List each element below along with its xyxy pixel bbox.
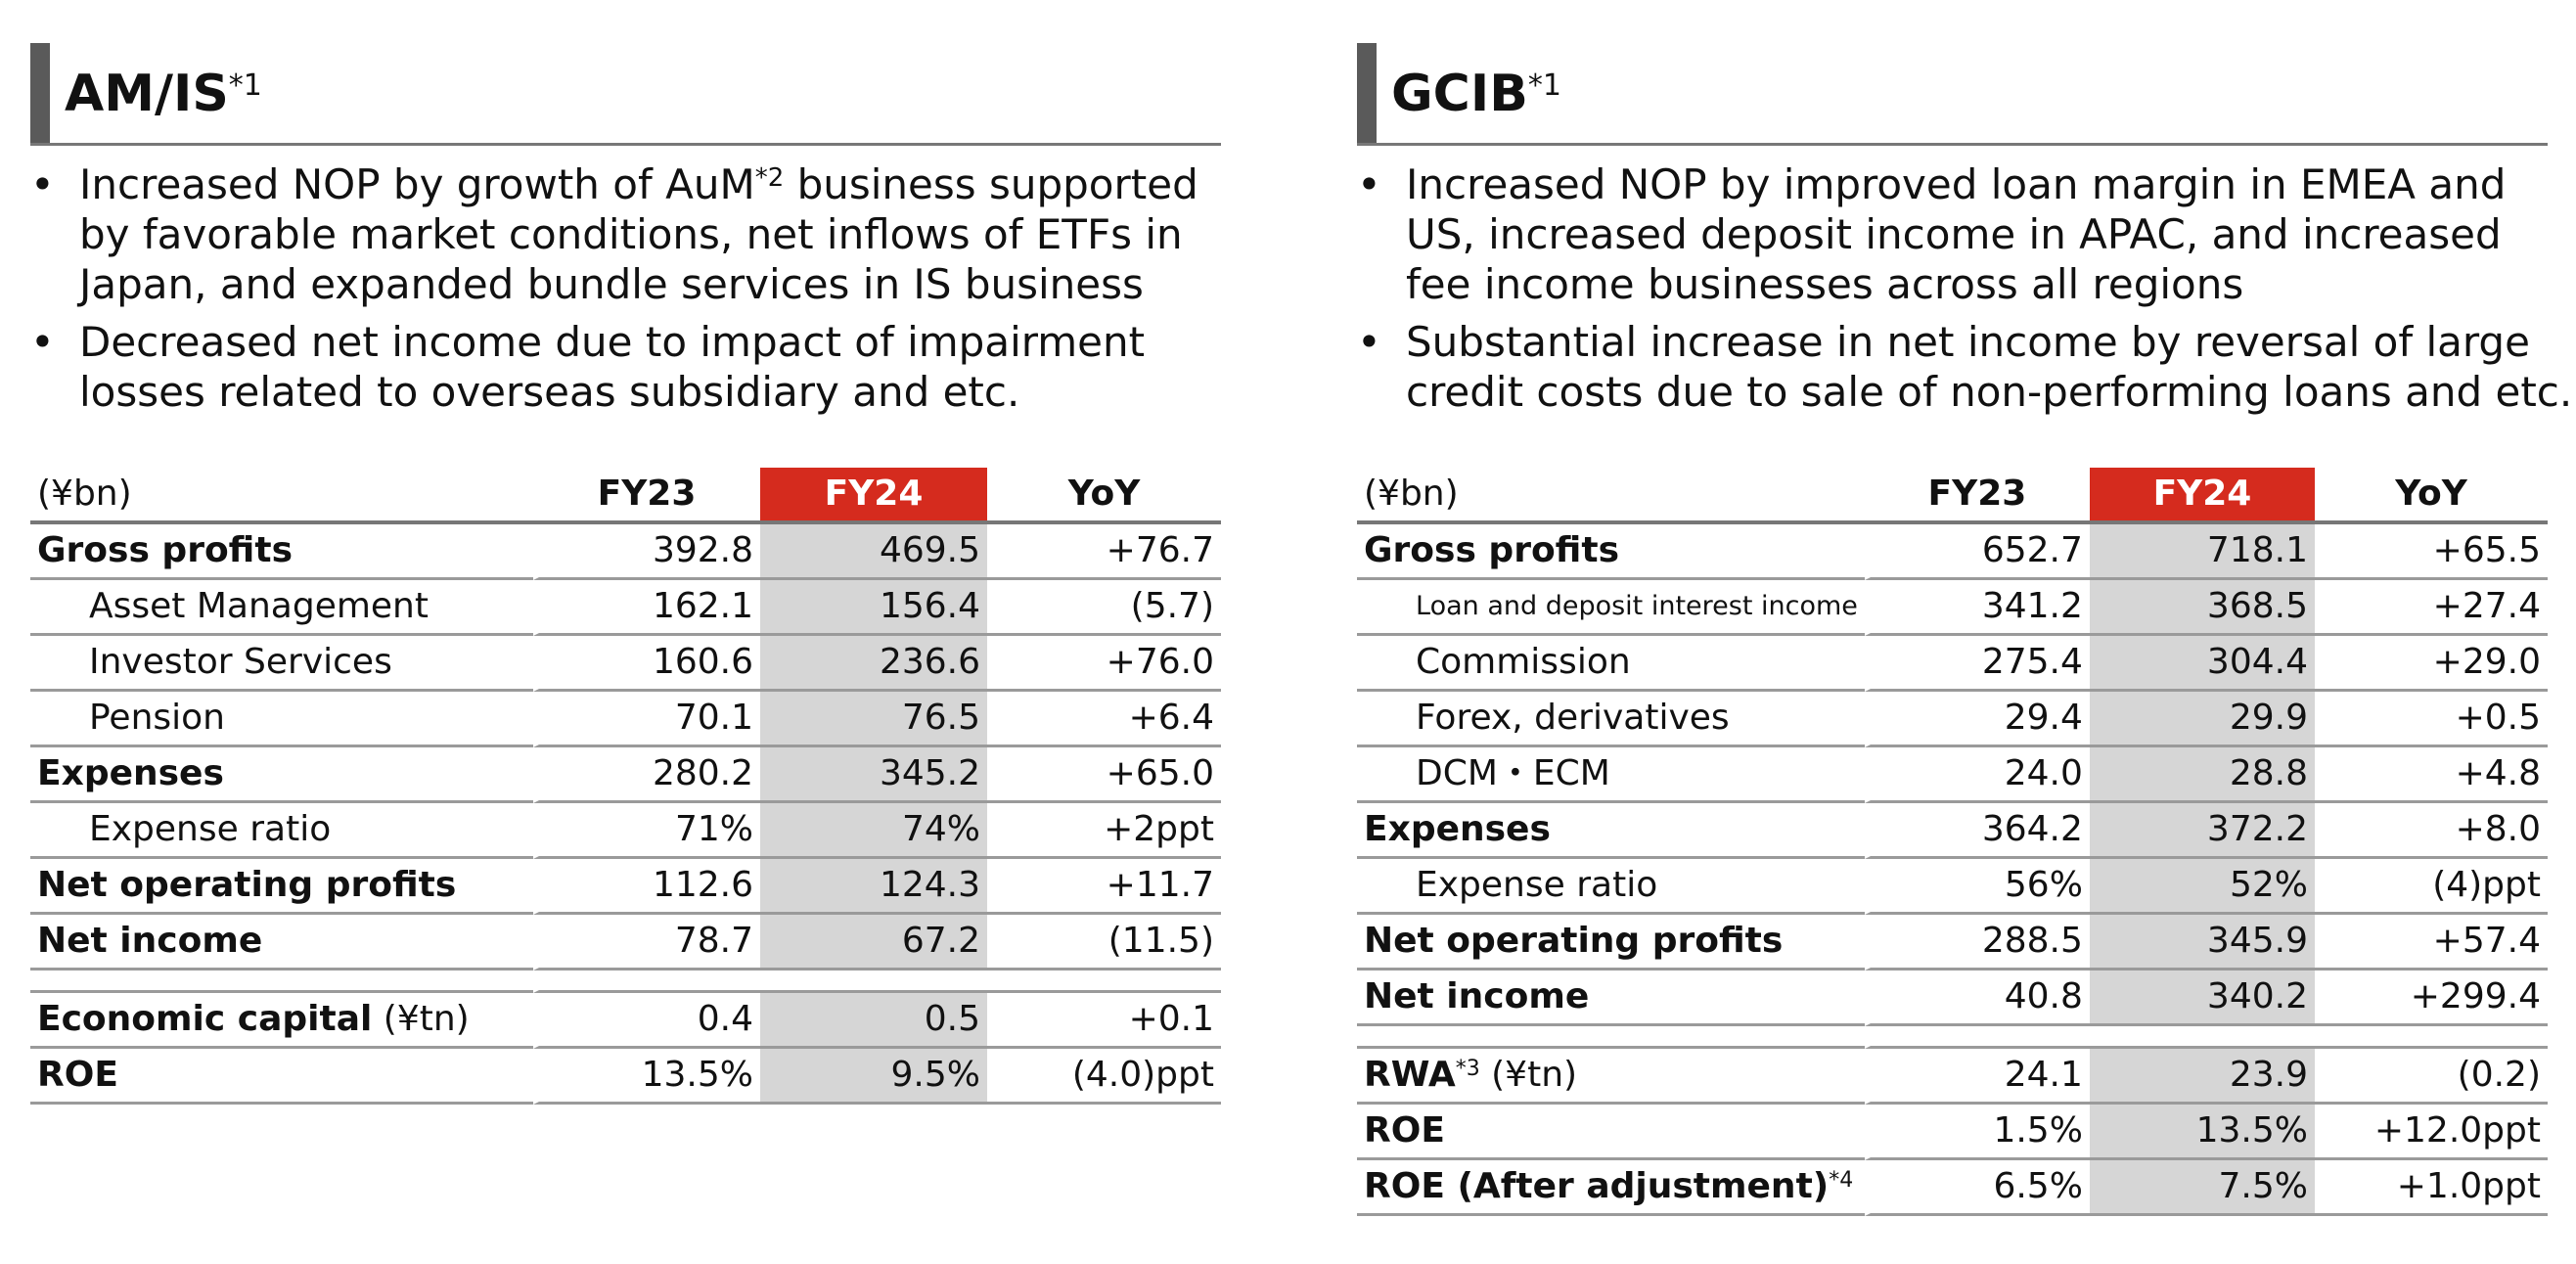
table-header-row: (¥bn) FY23 FY24 YoY — [30, 468, 1221, 524]
table-row: DCM・ECM 24.0 28.8 +4.8 — [1357, 747, 2548, 803]
table-row: Forex, derivatives 29.4 29.9 +0.5 — [1357, 692, 2548, 747]
table-row: Net operating profits 112.6 124.3 +11.7 — [30, 859, 1221, 915]
financials-table: (¥bn) FY23 FY24 YoY Gross profits 392.8 … — [30, 468, 1221, 1105]
bullet-item: • Decreased net income due to impact of … — [30, 318, 1146, 416]
unit-label: (¥bn) — [1357, 468, 1865, 524]
table-row: Expenses 364.2 372.2 +8.0 — [1357, 803, 2548, 859]
header-accent-bar — [1357, 43, 1377, 143]
bullet-icon: • — [30, 160, 55, 208]
col-fy23: FY23 — [533, 468, 760, 524]
summary-bullets: • Increased NOP by improved loan margin … — [1357, 159, 2573, 417]
table-row: RWA*3 (¥tn) 24.1 23.9 (0.2) — [1357, 1049, 2548, 1105]
financials-table: (¥bn) FY23 FY24 YoY Gross profits 652.7 … — [1357, 468, 2548, 1216]
am-is-panel: AM/IS*1 • Increased NOP by growth of AuM… — [30, 43, 1221, 1105]
table-row: Gross profits 392.8 469.5 +76.7 — [30, 524, 1221, 580]
table-row: Economic capital (¥tn) 0.4 0.5 +0.1 — [30, 993, 1221, 1049]
table-row: Loan and deposit interest income 341.2 3… — [1357, 580, 2548, 636]
table-row: Net income 78.7 67.2 (11.5) — [30, 915, 1221, 971]
unit-label: (¥bn) — [30, 468, 533, 524]
table-spacer — [1357, 1026, 2548, 1049]
table-row: Asset Management 162.1 156.4 (5.7) — [30, 580, 1221, 636]
table-row: Net income 40.8 340.2 +299.4 — [1357, 971, 2548, 1026]
table-row: Commission 275.4 304.4 +29.0 — [1357, 636, 2548, 692]
table-row: Net operating profits 288.5 345.9 +57.4 — [1357, 915, 2548, 971]
table-row: Pension 70.1 76.5 +6.4 — [30, 692, 1221, 747]
table-spacer — [30, 971, 1221, 993]
header-accent-bar — [30, 43, 50, 143]
table-row: Expense ratio 56% 52% (4)ppt — [1357, 859, 2548, 915]
section-title: GCIB*1 — [1391, 65, 1561, 123]
bullet-icon: • — [1357, 318, 1381, 366]
col-yoy: YoY — [2314, 468, 2548, 524]
table-row: Gross profits 652.7 718.1 +65.5 — [1357, 524, 2548, 580]
table-row: Investor Services 160.6 236.6 +76.0 — [30, 636, 1221, 692]
bullet-item: • Substantial increase in net income by … — [1357, 318, 2573, 416]
col-fy24: FY24 — [2089, 468, 2315, 524]
bullet-item: • Increased NOP by growth of AuM*2 busin… — [30, 160, 1198, 308]
bullet-icon: • — [1357, 160, 1381, 208]
col-fy23: FY23 — [1864, 468, 2090, 524]
table-row: Expenses 280.2 345.2 +65.0 — [30, 747, 1221, 803]
bullet-icon: • — [30, 318, 55, 366]
section-header: AM/IS*1 — [30, 43, 1221, 146]
table-row: ROE 1.5% 13.5% +12.0ppt — [1357, 1105, 2548, 1160]
bullet-item: • Increased NOP by improved loan margin … — [1357, 160, 2507, 308]
table-row: Expense ratio 71% 74% +2ppt — [30, 803, 1221, 859]
section-header: GCIB*1 — [1357, 43, 2548, 146]
col-yoy: YoY — [987, 468, 1221, 524]
table-row: ROE 13.5% 9.5% (4.0)ppt — [30, 1049, 1221, 1105]
gcib-panel: GCIB*1 • Increased NOP by improved loan … — [1357, 43, 2573, 1216]
table-row: ROE (After adjustment)*4 6.5% 7.5% +1.0p… — [1357, 1160, 2548, 1216]
summary-bullets: • Increased NOP by growth of AuM*2 busin… — [30, 159, 1221, 417]
section-title: AM/IS*1 — [65, 65, 262, 123]
col-fy24: FY24 — [760, 468, 987, 524]
table-header-row: (¥bn) FY23 FY24 YoY — [1357, 468, 2548, 524]
